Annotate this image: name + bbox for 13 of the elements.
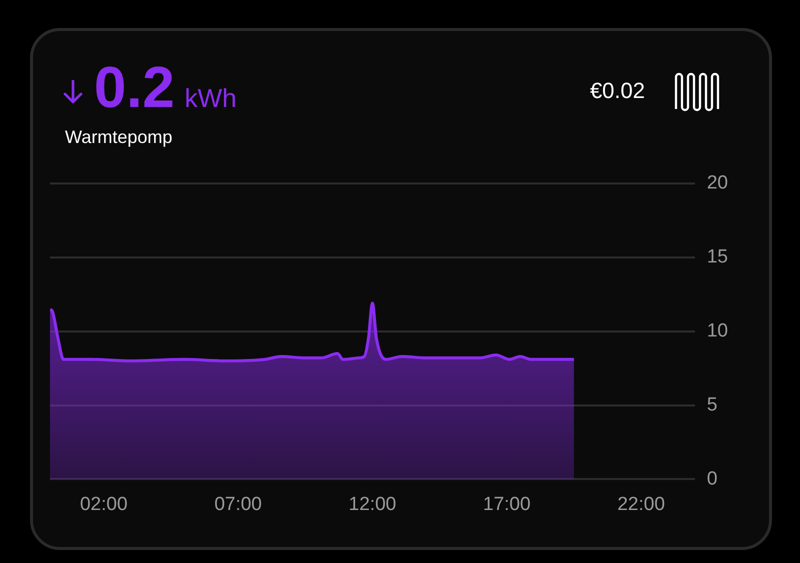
y-tick-label: 15 [706, 246, 728, 268]
x-tick-label: 17:00 [483, 494, 531, 515]
x-tick-label: 12:00 [348, 494, 396, 515]
x-tick-label: 22:00 [617, 494, 665, 515]
y-tick-label: 5 [706, 394, 718, 416]
text: €0.02 [590, 78, 645, 104]
chart-title: 0.2 kWh [94, 55, 237, 120]
chart-subtitle: Warmtepomp [65, 127, 172, 148]
x-tick-label: 07:00 [214, 494, 262, 515]
x-tick-label: 02:00 [80, 494, 128, 515]
y-tick-label: 0 [706, 468, 718, 490]
y-tick-label: 10 [706, 320, 728, 342]
y-tick-label: 20 [706, 172, 728, 194]
